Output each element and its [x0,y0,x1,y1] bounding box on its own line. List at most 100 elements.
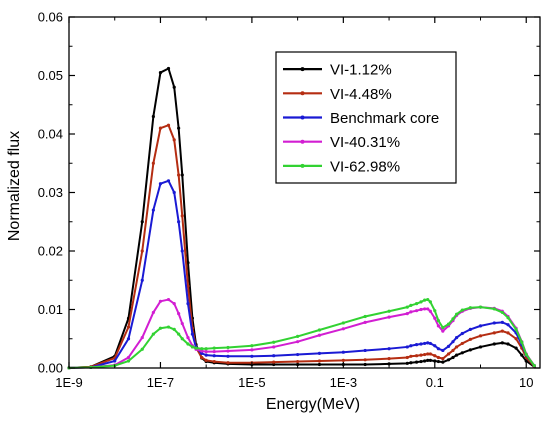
data-point [250,348,254,352]
data-point [212,346,216,350]
data-point [441,348,445,353]
data-point [419,353,423,357]
data-point [419,359,423,364]
data-point [460,308,464,312]
data-point [414,360,419,364]
data-point [158,326,163,330]
data-point [140,220,144,224]
data-point [186,302,190,306]
data-point [451,348,455,353]
series-line [68,298,536,369]
data-point [506,316,510,320]
x-tick-label: 1E-5 [238,375,265,390]
data-point [468,306,472,310]
data-point [212,354,216,358]
data-point [363,348,367,353]
data-point [317,333,322,337]
data-point [409,361,413,365]
data-point [455,353,459,357]
data-point [151,114,155,119]
legend-label: VI-1.12% [330,62,392,79]
data-point [158,182,163,186]
data-point [172,302,176,306]
data-point [419,342,423,346]
data-point [433,354,437,358]
data-point [158,70,163,75]
data-point [341,321,345,325]
data-point [317,359,322,363]
data-point [212,350,216,354]
data-point [409,303,413,307]
legend-item: VI-4.48% [283,86,392,103]
data-point [317,362,322,367]
data-point [426,307,430,311]
data-point [506,323,510,327]
data-point [441,329,445,333]
data-point [272,340,276,344]
data-point [186,335,190,340]
data-point [428,352,432,356]
data-point [151,161,155,165]
data-point [514,337,518,341]
x-axis-title: Energy(MeV) [266,396,360,413]
data-point [436,347,441,351]
data-point [186,342,190,346]
data-point [250,354,254,358]
data-point [414,302,419,306]
series-2 [67,123,536,370]
data-point [426,358,430,362]
data-point [180,249,184,253]
series-layer [67,66,536,370]
data-point [212,359,216,364]
data-point [451,355,455,360]
data-point [500,329,504,333]
data-point [506,331,510,335]
data-point [405,305,409,309]
data-point [126,359,131,363]
data-point [414,343,419,347]
data-point [423,352,427,357]
data-point [140,278,144,282]
data-point [426,341,430,345]
data-point [250,344,254,348]
data-point [436,359,441,364]
data-point [387,357,391,361]
data-point [177,126,181,130]
data-point [428,341,432,346]
data-point [190,345,195,349]
data-point [419,300,423,304]
data-point [460,331,464,336]
y-tick-label: 0.02 [38,244,63,259]
data-point [460,341,464,346]
data-point [433,359,437,363]
legend-label: VI-4.48% [330,86,392,103]
legend-item: Benchmark core [283,110,439,127]
data-point [126,325,131,329]
legend-item: VI-62.98% [283,158,400,175]
y-tick-label: 0.05 [38,68,63,83]
data-point [166,66,171,71]
series-line [68,179,536,369]
data-point [200,349,204,353]
data-point [524,359,528,363]
data-point [436,324,441,328]
y-tick-label: 0.00 [38,361,63,376]
data-point [272,362,276,367]
data-point [200,347,204,351]
data-point [426,297,430,302]
data-point [180,173,184,177]
data-point [405,361,409,365]
data-point [317,351,322,355]
data-point [409,310,413,314]
data-point [151,208,155,212]
y-tick-label: 0.04 [38,127,63,142]
data-point [436,355,441,360]
data-point [387,315,391,319]
data-point [520,340,524,344]
data-point [194,346,198,350]
data-point [500,320,504,324]
data-point [113,359,117,363]
data-point [363,314,367,319]
legend-marker [300,67,305,72]
